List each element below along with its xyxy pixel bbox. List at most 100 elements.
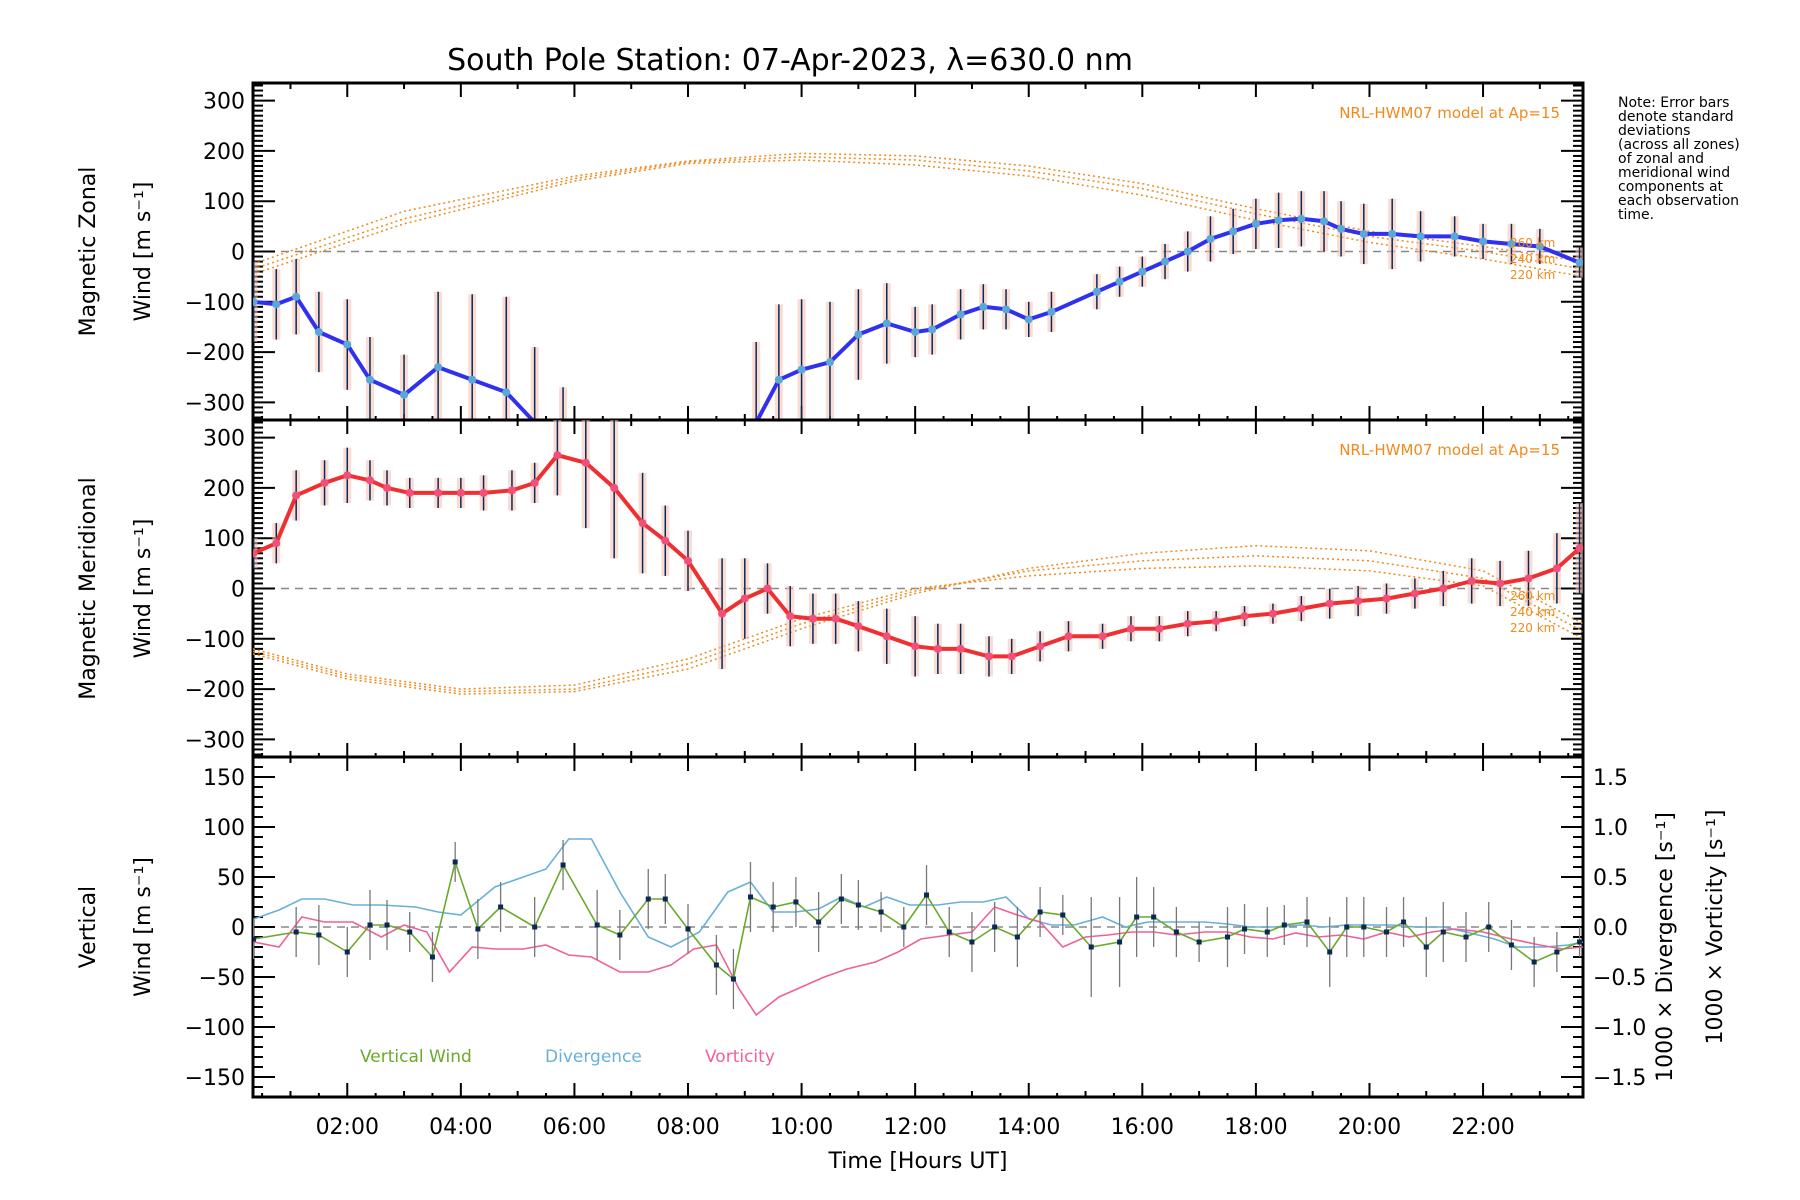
data-point	[468, 375, 477, 384]
data-point	[1126, 624, 1135, 633]
vertical-wind-point	[594, 922, 600, 928]
vertical-wind-point	[1361, 924, 1367, 930]
note-line: (across all zones)	[1618, 137, 1740, 153]
model-curve-220km	[253, 159, 1583, 278]
data-point	[314, 327, 323, 336]
vertical-wind-point	[1264, 929, 1270, 935]
data-point	[1212, 617, 1221, 626]
data-point	[1047, 307, 1056, 316]
vertical-wind-point	[617, 932, 623, 938]
vertical-wind-point	[713, 962, 719, 968]
vorticity-line	[253, 906, 1583, 1017]
data-point	[1535, 242, 1544, 251]
y-tick-label: −200	[185, 341, 245, 366]
data-point	[1007, 652, 1016, 661]
data-point	[272, 539, 281, 548]
data-point	[272, 300, 281, 309]
data-point	[1320, 217, 1329, 226]
data-point	[1479, 237, 1488, 246]
y-axis-title-line2: Wind [m s⁻¹]	[131, 519, 156, 659]
panel-1: 300 200 100 0 −100 −200 −300 Magnetic Zonal Wind…	[76, 81, 1585, 422]
data-point	[1575, 258, 1583, 267]
vertical-wind-point	[901, 924, 907, 930]
y-tick-label: 200	[203, 140, 245, 165]
data-point	[1388, 229, 1397, 238]
vertical-wind-point	[747, 894, 753, 900]
data-point	[383, 483, 392, 492]
x-tick-label: 10:00	[770, 1115, 833, 1140]
vertical-wind-point	[498, 904, 504, 910]
y-tick-label: −100	[185, 1016, 245, 1041]
data-point	[1297, 214, 1306, 223]
y2-tick-label: 1.0	[1593, 816, 1628, 841]
y-tick-label: −300	[185, 728, 245, 753]
data-point	[911, 642, 920, 651]
data-point	[854, 330, 863, 339]
data-point	[1268, 609, 1277, 618]
data-point	[1024, 315, 1033, 324]
vertical-wind-point	[1196, 939, 1202, 945]
vertical-wind-point	[878, 909, 884, 915]
data-point	[507, 486, 516, 495]
panel-3: 150 100 50 0 −50 −100 −150 Vertical Wind [m s⁻¹]…	[76, 755, 1728, 1099]
data-point	[343, 340, 352, 349]
chart-title: South Pole Station: 07-Apr-2023, λ=630.0…	[447, 43, 1133, 78]
y2-axis-title-vorticity: 1000 × Vorticity [s⁻¹]	[1703, 810, 1728, 1045]
data-point	[831, 614, 840, 623]
y2-tick-label: 1.5	[1593, 766, 1628, 791]
vertical-wind-point	[1037, 909, 1043, 915]
vertical-wind-line	[253, 859, 1580, 981]
data-point	[502, 388, 511, 397]
data-point	[581, 458, 590, 467]
y2-tick-label: −1.5	[1593, 1066, 1646, 1091]
vertical-wind-point	[992, 924, 998, 930]
data-point	[1552, 564, 1561, 573]
data-point	[479, 488, 488, 497]
y-tick-label: 300	[203, 427, 245, 452]
data-point	[1161, 257, 1170, 266]
data-point	[786, 612, 795, 621]
data-point	[434, 488, 443, 497]
legend-divergence: Divergence	[545, 1047, 642, 1067]
data-point	[718, 609, 727, 618]
vertical-wind-point	[685, 926, 691, 932]
data-point	[933, 644, 942, 653]
data-point	[1524, 574, 1533, 583]
data-point	[1183, 247, 1192, 256]
y-axis-title-line2: Wind [m s⁻¹]	[131, 857, 156, 997]
divergence-line	[253, 838, 1583, 948]
note-line: components at	[1618, 179, 1724, 195]
vertical-wind-point	[293, 929, 299, 935]
x-axis: 02:00 04:00 06:00 08:00 10:00 12:00 14:00 16:00…	[316, 1115, 1515, 1140]
x-tick-label: 06:00	[543, 1115, 606, 1140]
vertical-wind-point	[730, 976, 736, 982]
meridional-wind-line	[253, 453, 1581, 659]
y2-tick-label: −0.5	[1593, 966, 1646, 991]
model-label: NRL-HWM07 model at Ap=15	[1339, 441, 1560, 459]
vertical-wind-point	[816, 919, 822, 925]
data-point	[292, 292, 301, 301]
vertical-wind-point	[429, 954, 435, 960]
y2-tick-label: 0.0	[1593, 916, 1628, 941]
model-altitude-label: 260 km	[1510, 236, 1555, 250]
data-point	[808, 614, 817, 623]
vertical-wind-point	[253, 936, 257, 942]
data-point	[740, 594, 749, 603]
model-curve-260km	[253, 152, 1583, 265]
vertical-wind-point	[1440, 929, 1446, 935]
vertical-wind-point	[1577, 939, 1583, 945]
y-tick-label: 150	[203, 766, 245, 791]
model-curve-240km	[253, 156, 1583, 270]
y-axis-title-line1: Vertical	[76, 886, 101, 968]
data-point	[1575, 544, 1583, 553]
y2-tick-label: −1.0	[1593, 1016, 1646, 1041]
x-tick-label: 18:00	[1224, 1115, 1287, 1140]
y-tick-label: 100	[203, 527, 245, 552]
x-tick-label: 08:00	[656, 1115, 719, 1140]
data-point	[365, 476, 374, 485]
data-point	[1138, 267, 1147, 276]
y-tick-label: 50	[217, 866, 245, 891]
x-tick-label: 02:00	[316, 1115, 379, 1140]
vertical-wind-point	[838, 896, 844, 902]
